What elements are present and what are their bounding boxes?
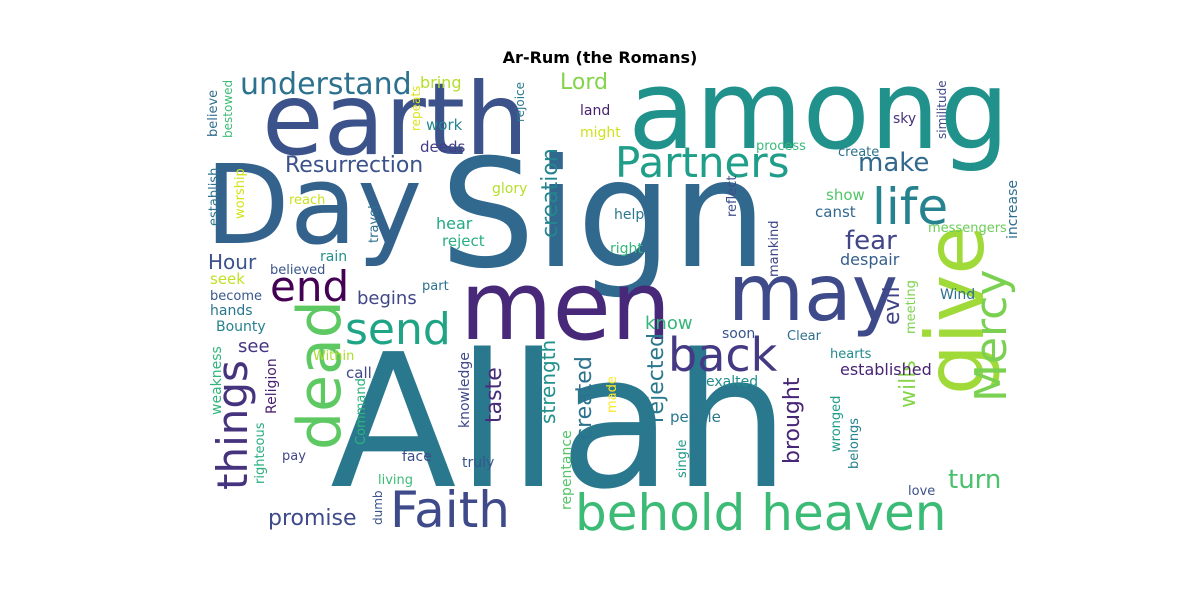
cloud-word: established [840,360,932,379]
cloud-word: pay [282,449,306,464]
cloud-word: may [728,249,898,339]
cloud-word: see [238,336,270,357]
cloud-word: seek [210,270,245,288]
cloud-word: show [826,186,865,204]
cloud-word: believe [206,89,221,138]
cloud-word: believed [270,263,326,278]
cloud-word: Bounty [216,319,266,335]
cloud-word: sky [893,111,917,127]
cloud-word: weakness [209,345,225,415]
cloud-word: dumb [371,489,385,525]
cloud-word: life [872,178,949,236]
cloud-word: single [675,439,690,479]
cloud-word: send [345,304,451,355]
cloud-word: Allah [330,314,790,530]
cloud-word: reflect [725,175,740,218]
cloud-word: canst [815,203,856,221]
cloud-word: fear [845,226,897,256]
cloud-word: rain [320,249,348,265]
cloud-word: reject [442,232,485,250]
cloud-word: living [378,473,414,488]
cloud-word: deeds [420,138,466,156]
cloud-word: made [605,375,620,413]
cloud-word: Day [205,141,423,269]
cloud-word: created [572,355,597,440]
cloud-word: Resurrection [285,153,424,178]
cloud-word: Hour [208,250,257,274]
cloud-word: taste [482,366,507,423]
cloud-word: might [580,125,621,141]
cloud-word: similitude [935,79,949,139]
cloud-word: increase [1005,179,1021,239]
cloud-word: rejected [644,332,669,423]
cloud-word: Sign [440,128,768,302]
cloud-word: hear [436,214,473,233]
cloud-word: exalted [706,374,759,390]
cloud-word: bring [420,73,462,92]
cloud-word: belongs [847,417,862,470]
cloud-word: call [346,364,372,382]
cloud-word: make [858,148,930,178]
cloud-word: knowledge [457,351,473,428]
cloud-word: reach [289,193,326,208]
cloud-word: bestowed [221,79,235,139]
cloud-word: strength [536,339,560,425]
cloud-word: men [460,252,672,362]
cloud-word: part [422,279,449,294]
cloud-word: Partners [615,138,790,187]
cloud-word: righteous [253,421,268,484]
cloud-word: Faith [390,481,510,539]
cloud-word: despair [840,250,900,269]
chart-title: Ar-Rum (the Romans) [502,48,698,67]
cloud-word: earth [262,61,529,178]
cloud-word: process [756,139,806,154]
cloud-word: land [580,103,611,119]
cloud-word: right [610,241,643,257]
cloud-word: brought [780,377,805,465]
cloud-word: back [668,328,778,382]
cloud-word: establish [207,167,222,227]
cloud-word: help [614,207,645,223]
cloud-word: behold heaven [575,484,947,542]
cloud-word: turn [948,465,1002,495]
cloud-word: know [645,313,693,334]
cloud-word: repentance [559,429,575,510]
cloud-word: face [402,449,432,465]
cloud-word: soon [722,326,756,342]
cloud-word: creation [538,147,563,238]
cloud-word: glory [492,181,528,197]
cloud-word: hands [210,303,253,319]
cloud-word: wronged [829,395,844,453]
cloud-word: Lord [560,70,608,95]
cloud-word: begins [357,288,417,309]
cloud-word: Command [354,377,369,445]
cloud-word: Mercy [966,269,1017,403]
cloud-word: work [426,116,463,134]
cloud-word: love [908,484,936,499]
cloud-word: understand [240,67,412,102]
cloud-word: mankind [767,219,782,277]
cloud-word: promise [268,506,357,531]
cloud-word: become [210,289,263,304]
cloud-word: repeats [409,85,423,132]
cloud-word: Religion [264,357,280,414]
cloud-word: meeting [904,279,919,334]
cloud-word: end [270,262,350,311]
cloud-word: dead [285,299,355,450]
cloud-word: messengers [928,221,1007,236]
cloud-word: Wind [940,287,976,303]
cloud-word: worship [233,167,248,219]
cloud-word: truly [462,455,495,471]
cloud-word: Within [313,349,355,364]
cloud-word: travel [367,204,382,243]
cloud-word: hearts [830,347,872,362]
cloud-word: people [670,408,721,426]
cloud-word: Clear [787,329,821,344]
cloud-word: create [838,145,880,160]
cloud-word: among [628,46,1010,174]
cloud-word: rejoice [513,81,527,123]
cloud-word: evil [880,285,905,325]
